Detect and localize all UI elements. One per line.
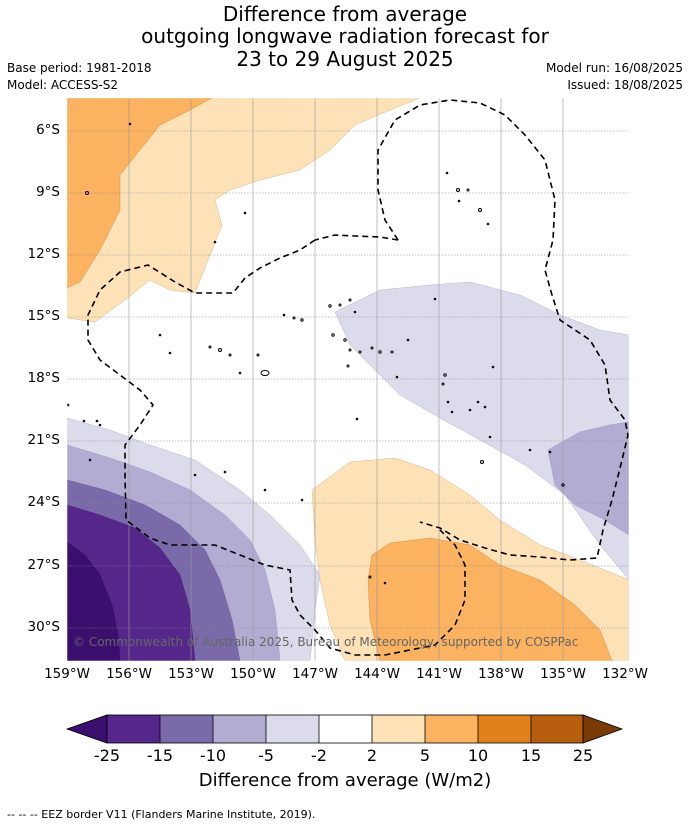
title-line-1: Difference from average: [222, 2, 468, 26]
eez-legend-note: -- -- -- EEZ border V11 (Flanders Marine…: [7, 808, 316, 821]
colorbar-swatch-2: [160, 715, 213, 743]
colorbar-tick-7: 5: [419, 746, 431, 765]
lat-label-9s: 9°S: [36, 184, 60, 200]
colorbar-swatch-4: [266, 715, 319, 743]
issued-text: Issued: 18/08/2025: [567, 78, 683, 92]
colorbar-lower-extend: [65, 714, 108, 744]
colorbar-tick-1: -25: [93, 746, 121, 765]
lon-label-141w: 141°W: [416, 666, 462, 682]
eez-border-northeast: [377, 99, 629, 561]
lon-label-156w: 156°W: [106, 666, 152, 682]
lat-label-27s: 27°S: [27, 557, 61, 573]
colorbar-swatch-6: [372, 715, 425, 743]
base-period-text: Base period: 1981-2018: [7, 61, 152, 75]
lon-label-147w: 147°W: [292, 666, 338, 682]
anomaly-5-10-southeast: [367, 537, 613, 661]
islands: [67, 122, 565, 585]
colorbar-swatch-8: [478, 715, 531, 743]
lon-label-132w: 132°W: [602, 666, 648, 682]
meta-left: Base period: 1981-2018 Model: ACCESS-S2: [7, 60, 152, 94]
anomaly-below-minus-25-southwest: [67, 541, 121, 661]
lat-label-6s: 6°S: [36, 122, 60, 138]
model-text: Model: ACCESS-S2: [7, 78, 119, 92]
colorbar-tick-6: 2: [366, 746, 378, 765]
lon-label-159w: 159°W: [44, 666, 90, 682]
title-line-3: 23 to 29 August 2025: [236, 47, 454, 71]
colorbar: [65, 714, 624, 744]
anomaly-minus-2-5-central: [334, 281, 629, 581]
colorbar-title: Difference from average (W/m2): [198, 770, 492, 791]
lat-label-30s: 30°S: [27, 619, 61, 635]
lat-label-24s: 24°S: [27, 494, 61, 510]
anomaly-5-10-northwest: [67, 98, 213, 289]
colorbar-swatch-1: [107, 715, 160, 743]
anomaly-2-5-northwest: [67, 98, 421, 323]
lat-label-21s: 21°S: [27, 432, 61, 448]
colorbar-frame: [106, 714, 584, 744]
eez-border-central: [87, 239, 466, 656]
lat-label-18s: 18°S: [27, 370, 61, 386]
colorbar-tick-3: -10: [199, 746, 227, 765]
colorbar-tick-4: -5: [258, 746, 274, 765]
colorbar-dividers: [159, 715, 532, 743]
lon-label-144w: 144°W: [354, 666, 400, 682]
lat-label-15s: 15°S: [27, 308, 61, 324]
lon-label-150w: 150°W: [230, 666, 276, 682]
anomaly-minus-5-10-central: [547, 421, 629, 536]
colorbar-upper-extend: [582, 714, 624, 744]
meta-right: Model run: 16/08/2025 Issued: 18/08/2025: [546, 60, 683, 94]
gridlines: [67, 130, 629, 629]
colorbar-tick-8: 10: [467, 746, 489, 765]
lon-label-138w: 138°W: [478, 666, 524, 682]
colorbar-swatch-7: [425, 715, 478, 743]
map-plot-area: [67, 98, 629, 661]
colorbar-tick-10: 25: [572, 746, 594, 765]
lon-label-153w: 153°W: [168, 666, 214, 682]
colorbar-tick-2: -15: [146, 746, 174, 765]
lat-label-12s: 12°S: [27, 246, 61, 262]
colorbar-tick-5: -2: [311, 746, 327, 765]
meridians: [128, 98, 564, 661]
eez-border-link: [314, 234, 399, 241]
colorbar-tick-9: 15: [520, 746, 542, 765]
title-line-2: outgoing longwave radiation forecast for: [141, 24, 549, 48]
plot-frame: [66, 97, 630, 662]
colorbar-swatch-5: [319, 715, 372, 743]
colorbar-swatch-9: [531, 715, 583, 743]
colorbar-swatch-3: [213, 715, 266, 743]
model-run-text: Model run: 16/08/2025: [545, 61, 683, 75]
lon-label-135w: 135°W: [540, 666, 586, 682]
copyright-watermark: © Commonwealth of Australia 2025, Bureau…: [73, 635, 578, 649]
